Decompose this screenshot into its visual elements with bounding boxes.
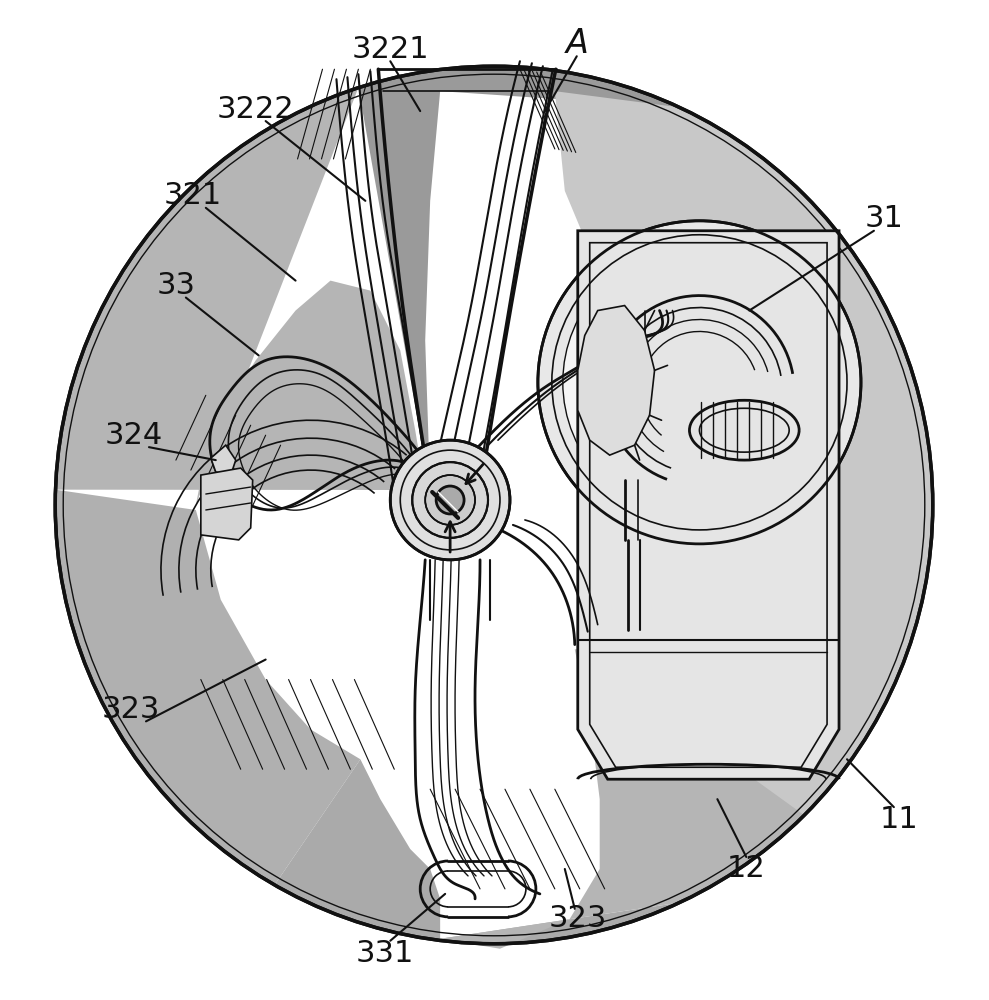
Text: 11: 11 xyxy=(879,805,918,834)
Polygon shape xyxy=(201,468,252,540)
Text: 323: 323 xyxy=(549,904,607,933)
Circle shape xyxy=(412,462,488,538)
Circle shape xyxy=(436,486,464,514)
Text: 3221: 3221 xyxy=(351,35,429,64)
Circle shape xyxy=(563,246,836,519)
Circle shape xyxy=(538,221,861,544)
Polygon shape xyxy=(358,66,679,490)
Polygon shape xyxy=(578,231,839,779)
Polygon shape xyxy=(440,543,931,949)
Polygon shape xyxy=(55,490,360,885)
Polygon shape xyxy=(275,759,679,944)
Text: 324: 324 xyxy=(105,421,163,450)
Polygon shape xyxy=(555,91,933,815)
Text: 31: 31 xyxy=(864,204,903,233)
Circle shape xyxy=(425,475,475,525)
Text: A: A xyxy=(566,27,588,60)
Polygon shape xyxy=(211,445,235,475)
Text: 12: 12 xyxy=(727,854,765,883)
Polygon shape xyxy=(55,88,425,505)
Text: 321: 321 xyxy=(164,181,222,210)
Circle shape xyxy=(391,440,510,560)
Polygon shape xyxy=(578,306,655,455)
Text: 323: 323 xyxy=(102,695,160,724)
Text: 331: 331 xyxy=(356,939,414,968)
Text: 33: 33 xyxy=(156,271,196,300)
Text: 3222: 3222 xyxy=(217,95,295,124)
